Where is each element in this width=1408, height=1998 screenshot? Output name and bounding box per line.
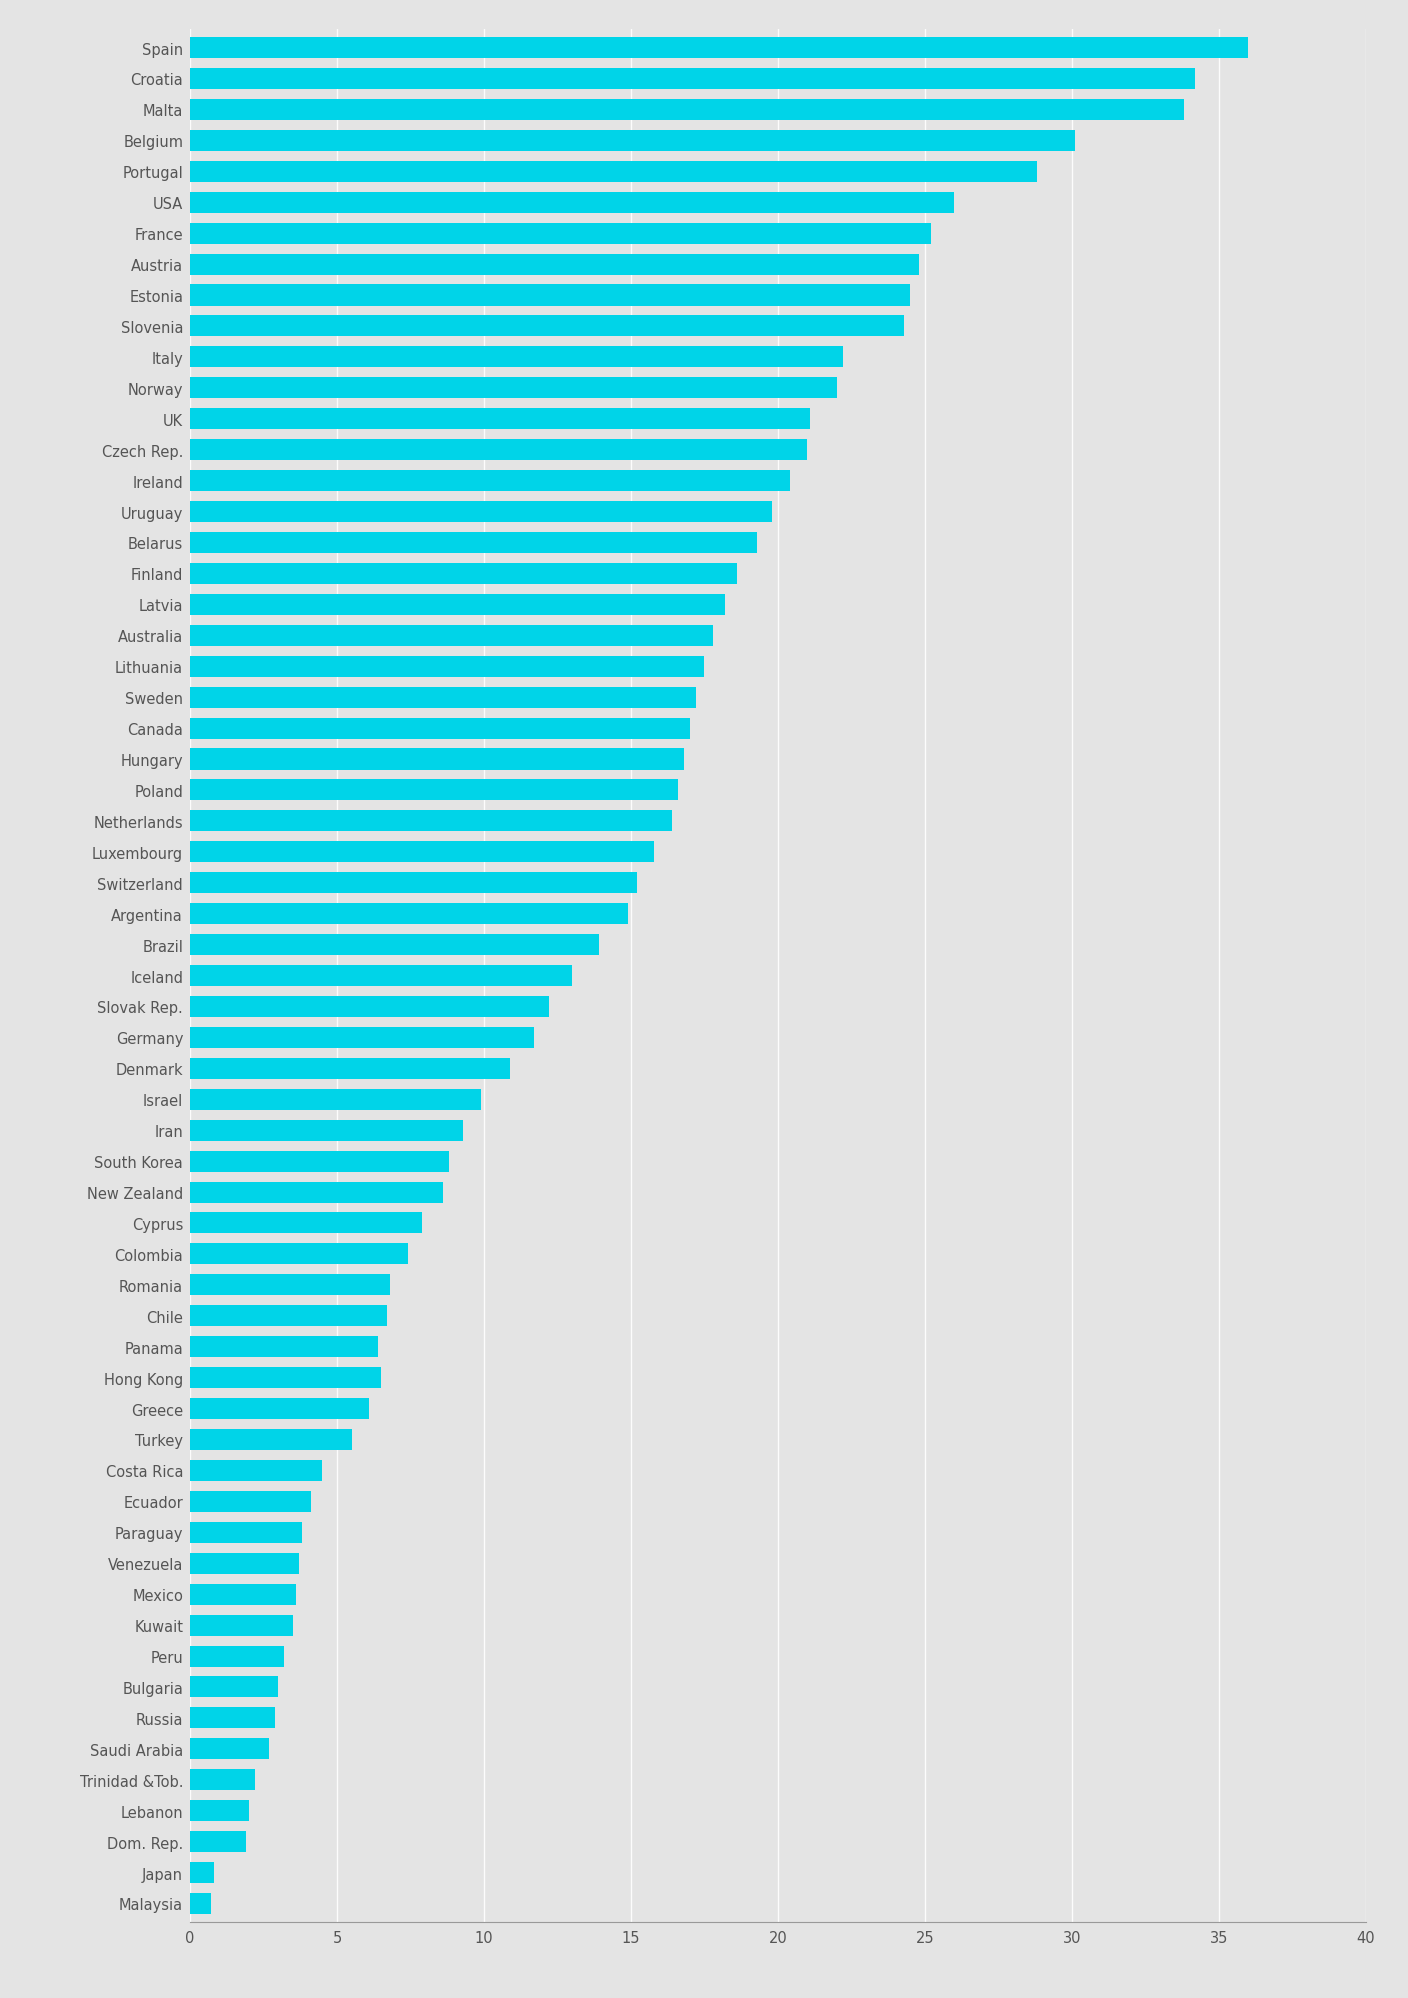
Bar [190,811,672,831]
Bar [190,779,679,801]
Bar [190,1399,369,1419]
Bar [190,162,1036,182]
Bar [190,965,572,987]
Bar [190,348,842,368]
Bar [190,1089,482,1111]
Bar [190,254,919,276]
Bar [190,1121,463,1141]
Bar [190,1584,296,1604]
Bar [190,1027,534,1049]
Bar [190,1832,246,1852]
Bar [190,841,655,863]
Bar [190,100,1184,120]
Bar [190,1059,511,1079]
Bar [190,903,628,925]
Bar [190,1708,276,1728]
Bar [190,749,684,769]
Bar [190,1676,279,1698]
Bar [190,625,714,647]
Bar [190,38,1249,60]
Bar [190,873,636,893]
Bar [190,717,690,739]
Bar [190,378,836,400]
Bar [190,1862,214,1884]
Bar [190,1522,301,1542]
Bar [190,1738,269,1760]
Bar [190,501,772,523]
Bar [190,472,790,492]
Bar [190,1429,352,1451]
Bar [190,1552,298,1574]
Bar [190,1800,249,1822]
Bar [190,595,725,615]
Bar [190,224,931,244]
Bar [190,1275,390,1295]
Bar [190,68,1195,90]
Bar [190,1151,449,1173]
Bar [190,1614,293,1636]
Bar [190,286,910,306]
Bar [190,192,955,214]
Bar [190,1646,284,1666]
Bar [190,1305,387,1327]
Bar [190,657,704,677]
Bar [190,1892,211,1914]
Bar [190,563,736,585]
Bar [190,1245,407,1265]
Bar [190,997,549,1017]
Bar [190,410,810,430]
Bar [190,1183,444,1203]
Bar [190,1461,322,1481]
Bar [190,440,807,462]
Bar [190,316,904,338]
Bar [190,1491,311,1512]
Bar [190,533,758,553]
Bar [190,1770,255,1790]
Bar [190,935,598,955]
Bar [190,1213,422,1235]
Bar [190,687,696,707]
Bar [190,1337,379,1357]
Bar [190,130,1074,152]
Bar [190,1367,382,1389]
